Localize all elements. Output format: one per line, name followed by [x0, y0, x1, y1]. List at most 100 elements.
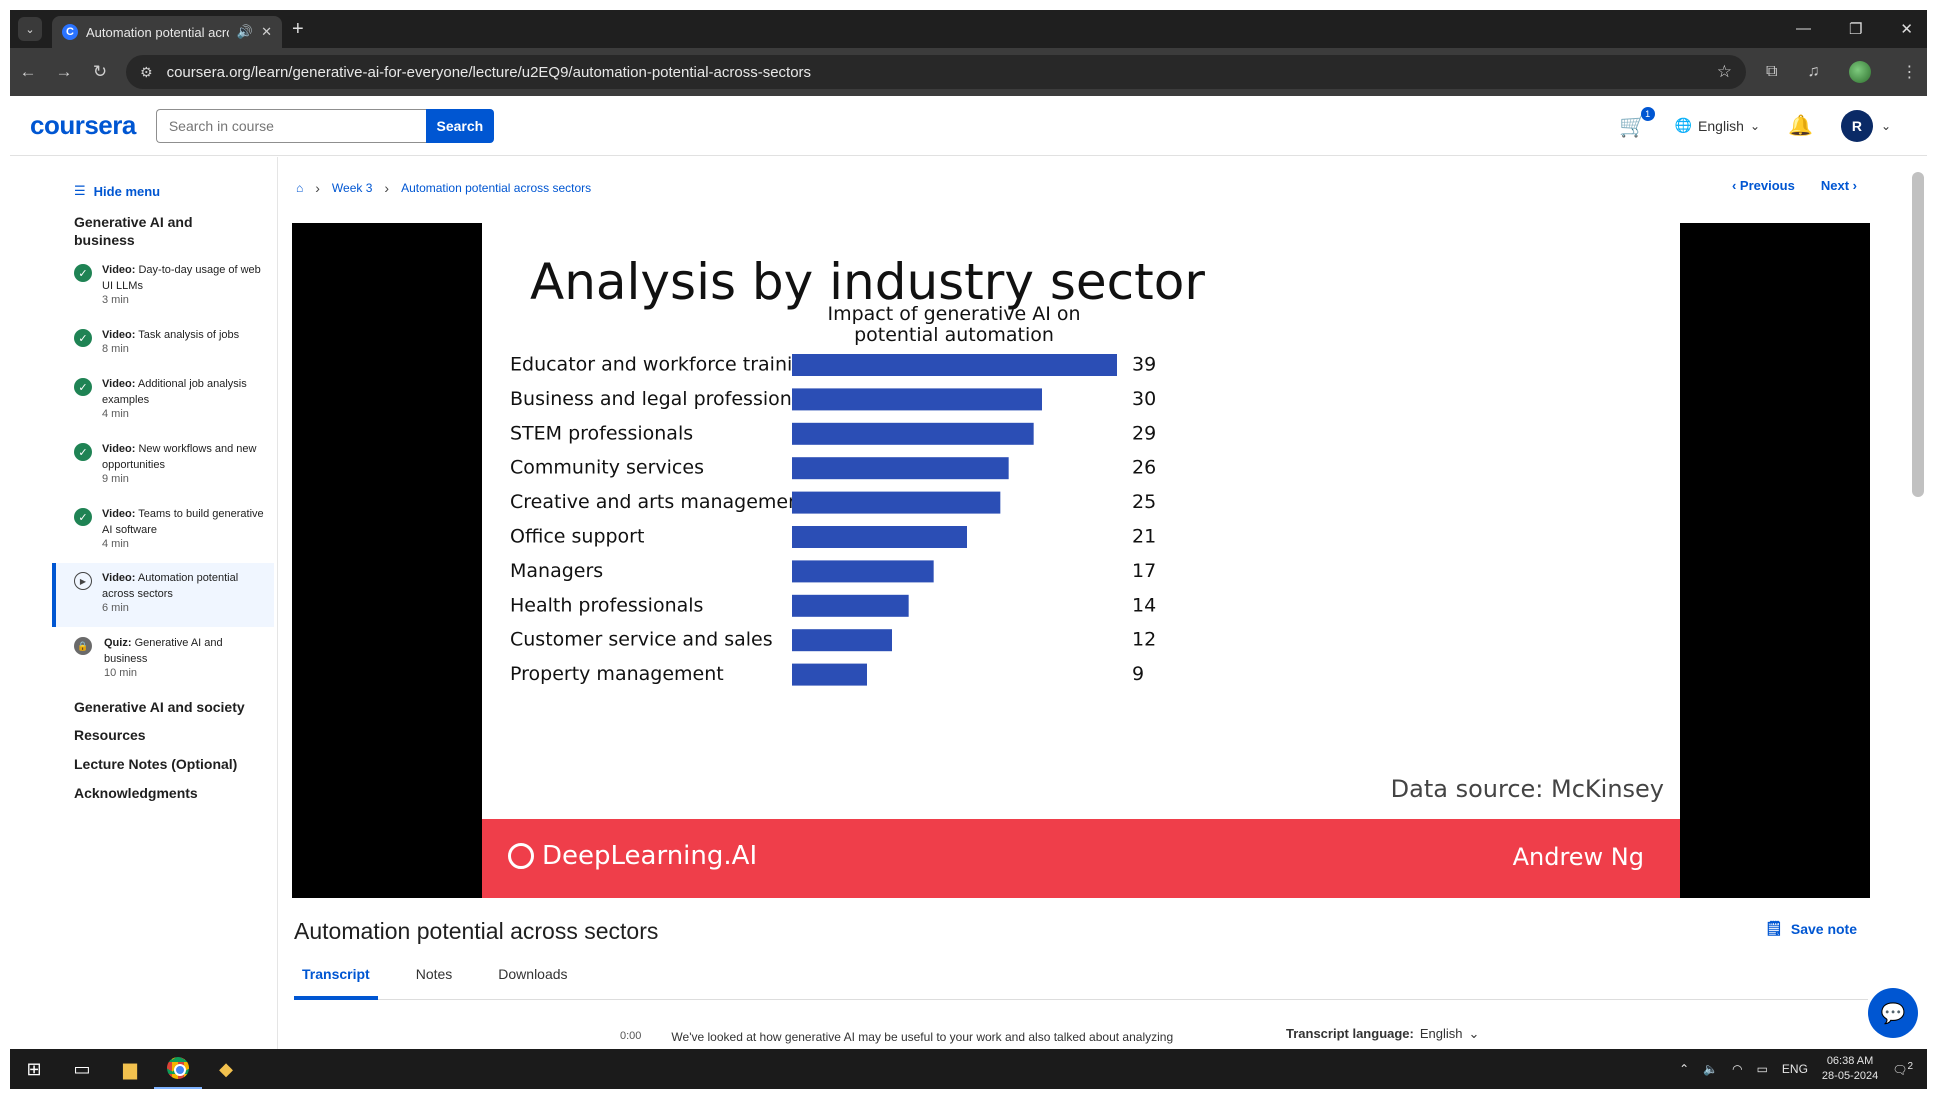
save-note-button[interactable]: 🗒 Save note — [1765, 920, 1857, 937]
hide-menu-button[interactable]: ☰ Hide menu — [74, 183, 160, 199]
bar — [792, 491, 1001, 514]
tab-notes[interactable]: Notes — [415, 966, 453, 982]
wifi-icon[interactable]: ◠ — [1732, 1062, 1743, 1076]
volume-icon[interactable]: 🔈 — [1703, 1062, 1719, 1076]
reload-icon[interactable]: ↻ — [92, 62, 108, 81]
windows-start-icon[interactable]: ⊞ — [26, 1058, 42, 1079]
cart-icon[interactable]: 🛒 1 — [1619, 106, 1655, 139]
transcript-line[interactable]: 0:00 We've looked at how generative AI m… — [620, 1030, 1173, 1044]
item-title: Additional job analysis examples — [102, 378, 247, 406]
breadcrumb-week[interactable]: Week 3 — [331, 181, 373, 195]
sidebar-item-video-2[interactable]: ✓ Video: Task analysis of jobs 8 min — [74, 327, 266, 355]
breadcrumb-page[interactable]: Automation potential across sectors — [401, 181, 592, 195]
account-menu[interactable]: R ⌄ — [1840, 109, 1891, 142]
extensions-icon[interactable]: ⧉ — [1766, 63, 1778, 80]
address-bar[interactable]: ⚙ coursera.org/learn/generative-ai-for-e… — [126, 55, 1746, 89]
lock-icon: 🔒 — [74, 637, 92, 655]
sidebar-item-video-5[interactable]: ✓ Video: Teams to build generative AI so… — [74, 506, 266, 550]
category-label: STEM professionals — [510, 422, 693, 444]
sidebar-item-video-1[interactable]: ✓ Video: Day-to-day usage of web UI LLMs… — [74, 262, 266, 306]
sidebar-section-resources[interactable]: Resources — [74, 727, 146, 743]
item-duration: 6 min — [102, 602, 129, 614]
completed-check-icon: ✓ — [74, 378, 92, 396]
sidebar-section-society[interactable]: Generative AI and society — [74, 699, 245, 715]
search-input[interactable] — [155, 108, 426, 143]
sidebar-item-video-current[interactable]: ▶ Video: Automation potential across sec… — [74, 570, 266, 614]
video-player[interactable]: Analysis by industry sector Impact of ge… — [292, 223, 1870, 898]
transcript-text[interactable]: We've looked at how generative AI may be… — [671, 1030, 1174, 1044]
site-info-icon[interactable]: ⚙ — [140, 63, 153, 80]
chevron-right-icon: › — [384, 180, 390, 196]
previous-button[interactable]: ‹ Previous — [1732, 178, 1795, 193]
browser-menu-icon[interactable]: ⋮ — [1901, 64, 1918, 81]
value-label: 29 — [1132, 422, 1156, 444]
sidebar-section-acknowledgments[interactable]: Acknowledgments — [74, 785, 198, 801]
bookmark-star-icon[interactable]: ☆ — [1716, 62, 1732, 81]
notification-bell-icon[interactable]: 🔔 — [1788, 115, 1813, 137]
avatar: R — [1840, 109, 1873, 142]
coursera-logo[interactable]: coursera — [30, 110, 136, 140]
next-button[interactable]: Next › — [1821, 178, 1857, 193]
lecture-slide: Analysis by industry sector Impact of ge… — [482, 223, 1680, 898]
clock[interactable]: 06:38 AM 28-05-2024 — [1822, 1054, 1878, 1084]
coursera-header: coursera Search 🛒1 🌐 English ⌄ 🔔 R ⌄ — [10, 96, 1927, 156]
category-label: Creative and arts management — [510, 491, 808, 513]
tab-transcript[interactable]: Transcript — [294, 964, 378, 1000]
language-selector[interactable]: 🌐 English ⌄ — [1675, 117, 1760, 134]
forward-icon[interactable]: → — [55, 62, 73, 81]
input-language[interactable]: ENG — [1781, 1062, 1808, 1076]
transcript-timestamp[interactable]: 0:00 — [620, 1030, 642, 1042]
value-label: 17 — [1132, 560, 1156, 582]
deeplearning-logo-icon — [508, 843, 534, 869]
page-scrollbar[interactable] — [1912, 172, 1924, 497]
section-title[interactable]: Generative AI and business — [74, 214, 193, 248]
speaker-icon[interactable]: 🔊 — [236, 24, 254, 39]
home-icon[interactable]: ⌂ — [296, 181, 304, 195]
media-control-icon[interactable]: ♫ — [1807, 63, 1820, 80]
back-icon[interactable]: ← — [19, 62, 37, 81]
close-window-icon[interactable]: ✕ — [1900, 21, 1913, 38]
item-duration: 10 min — [104, 667, 138, 679]
item-title: Day-to-day usage of web UI LLMs — [102, 264, 261, 292]
category-label: Customer service and sales — [510, 629, 773, 651]
url-text[interactable]: coursera.org/learn/generative-ai-for-eve… — [166, 63, 812, 81]
item-type: Video: — [102, 264, 136, 276]
browser-tab[interactable]: C Automation potential acros 🔊 ✕ — [52, 16, 282, 48]
task-view-icon[interactable]: ▭ — [73, 1058, 91, 1079]
app-taskbar-icon[interactable]: ◆ — [219, 1058, 233, 1079]
sidebar-item-video-3[interactable]: ✓ Video: Additional job analysis example… — [74, 376, 266, 420]
clock-time: 06:38 AM — [1826, 1055, 1874, 1067]
restore-icon[interactable]: ❐ — [1848, 21, 1863, 38]
value-label: 39 — [1132, 354, 1156, 376]
tab-downloads[interactable]: Downloads — [498, 966, 568, 982]
profile-avatar-icon[interactable] — [1849, 61, 1872, 83]
tab-close-icon[interactable]: ✕ — [261, 24, 272, 39]
item-duration: 8 min — [102, 343, 129, 355]
item-type: Video: — [102, 329, 136, 341]
hide-menu-label: Hide menu — [93, 183, 161, 199]
item-type: Video: — [102, 572, 136, 584]
chevron-up-icon[interactable]: ⌃ — [1679, 1062, 1690, 1076]
minimize-icon[interactable]: — — [1795, 20, 1811, 37]
lecture-title: Automation potential across sectors — [294, 918, 659, 944]
sidebar-item-video-4[interactable]: ✓ Video: New workflows and new opportuni… — [74, 441, 266, 485]
sidebar-item-quiz[interactable]: 🔒 Quiz: Generative AI and business 10 mi… — [74, 635, 266, 679]
new-tab-icon[interactable]: + — [292, 17, 304, 40]
transcript-language-selector[interactable]: Transcript language: English ⌄ — [1286, 1026, 1479, 1042]
slide-footer: DeepLearning.AI Andrew Ng — [482, 819, 1680, 898]
tab-search-dropdown-icon[interactable]: ⌄ — [18, 17, 42, 41]
note-icon: 🗒 — [1765, 920, 1783, 936]
file-explorer-icon[interactable]: ▆ — [123, 1058, 137, 1079]
chevron-right-icon: › — [1852, 178, 1857, 193]
search-button[interactable]: Search — [425, 108, 494, 143]
chat-assistant-icon[interactable]: 💬 — [1868, 988, 1918, 1038]
sidebar-section-lecture-notes[interactable]: Lecture Notes (Optional) — [74, 756, 238, 772]
battery-icon[interactable]: ▭ — [1756, 1062, 1768, 1076]
coursera-favicon-icon: C — [62, 24, 78, 40]
chart-title: potential automation — [854, 324, 1054, 346]
bar — [792, 526, 967, 548]
notification-center-icon[interactable]: 🗨2 — [1892, 1061, 1913, 1077]
transcript-language-value: English — [1419, 1026, 1463, 1041]
chrome-taskbar-icon[interactable] — [154, 1049, 202, 1089]
